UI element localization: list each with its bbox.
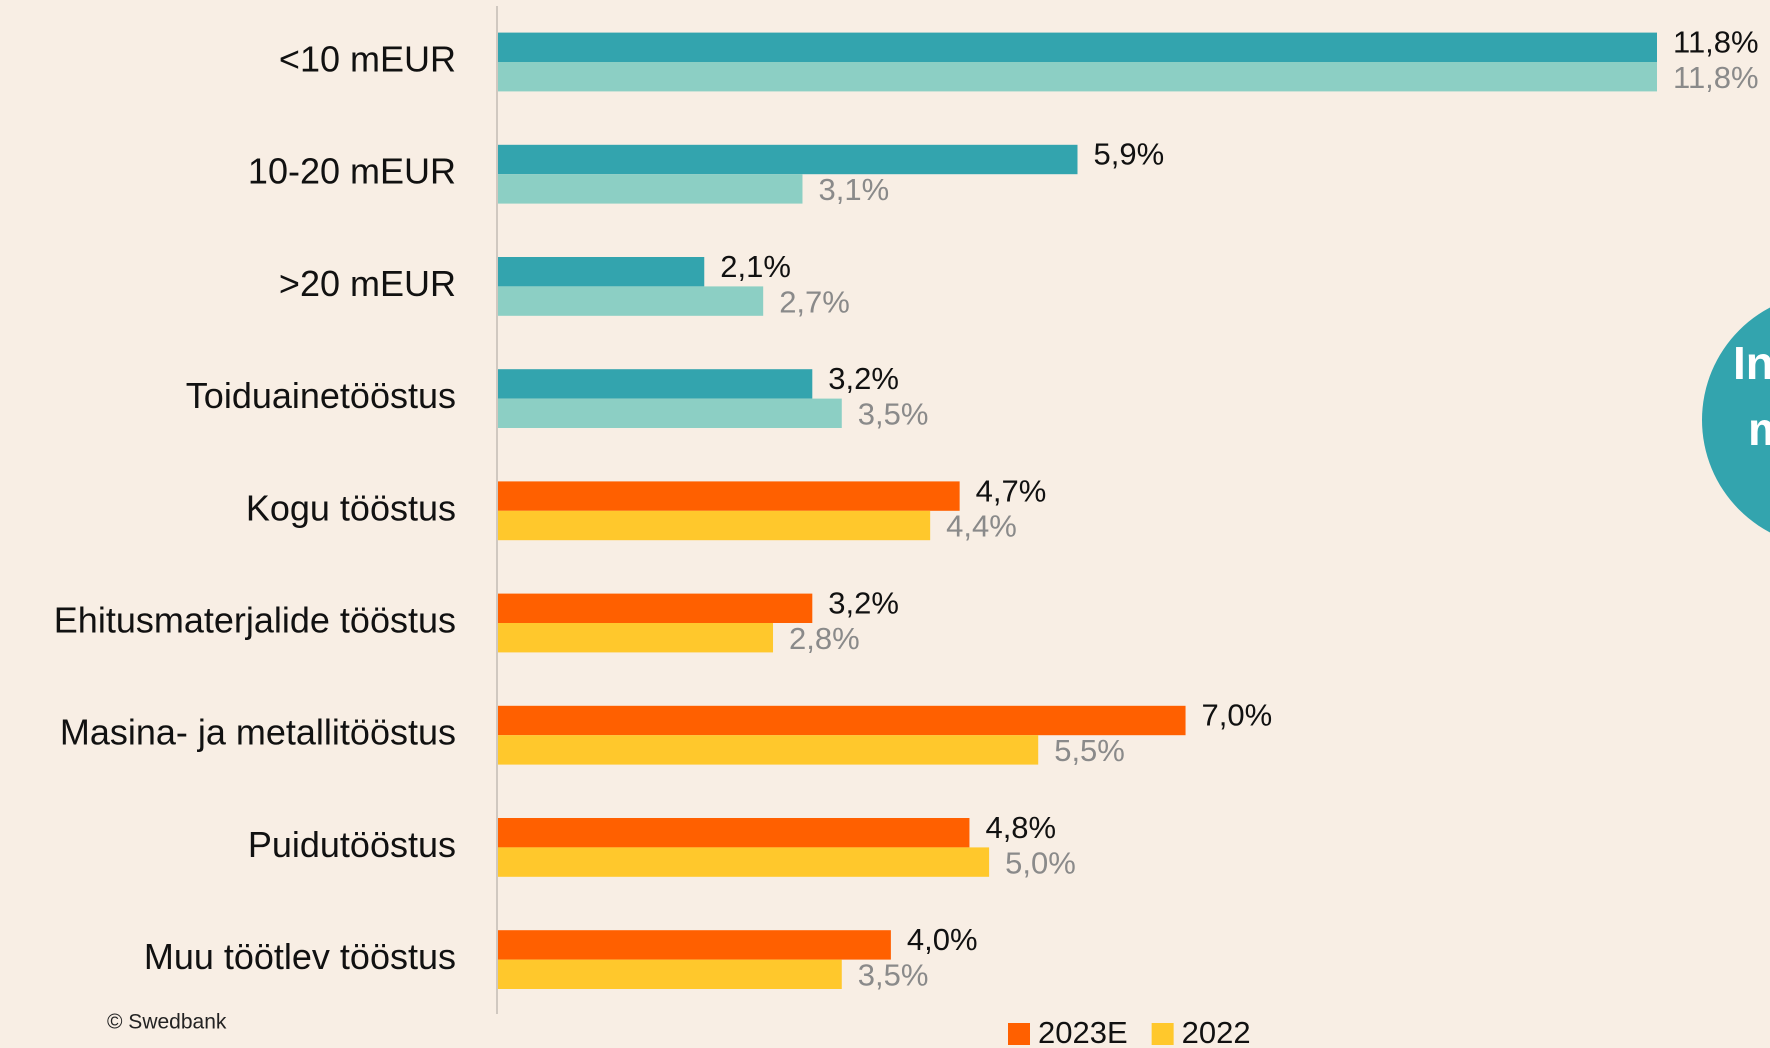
category-label: Puidutööstus — [248, 824, 456, 865]
bar — [498, 286, 764, 316]
bar — [498, 369, 813, 399]
bar — [498, 481, 960, 511]
value-label: 3,1% — [818, 172, 889, 207]
legend-swatch — [1008, 1023, 1030, 1045]
bar — [498, 62, 1657, 92]
category-label: >20 mEUR — [279, 263, 456, 304]
annotation: m — [1748, 403, 1770, 455]
bar — [498, 510, 931, 541]
value-label: 2,7% — [779, 284, 850, 319]
annotation: In — [1733, 337, 1770, 389]
value-label: 4,0% — [907, 922, 978, 957]
bar — [498, 847, 990, 877]
category-label: Muu töötlev tööstus — [144, 936, 456, 977]
bar — [498, 930, 891, 960]
bar — [498, 398, 842, 428]
legend-label: 2023E — [1038, 1015, 1128, 1048]
category-label: Ehitusmaterjalide tööstus — [54, 600, 456, 641]
category-label: <10 mEUR — [279, 39, 456, 80]
value-label: 2,8% — [789, 621, 860, 656]
callout-circle — [1702, 307, 1770, 533]
value-label: 3,5% — [858, 396, 929, 431]
bar — [498, 174, 803, 204]
value-label: 3,2% — [828, 361, 899, 396]
category-label: Kogu tööstus — [246, 487, 456, 528]
legend-swatch — [1151, 1023, 1174, 1045]
value-label: 5,5% — [1054, 733, 1125, 768]
category-label: Toiduainetööstus — [186, 375, 456, 416]
value-label: 4,7% — [976, 473, 1047, 508]
value-label: 3,2% — [828, 585, 899, 620]
bar — [498, 959, 842, 989]
source: © Swedbank — [107, 1011, 227, 1034]
value-label: 3,5% — [858, 957, 929, 992]
value-label: 4,8% — [985, 810, 1056, 845]
bar — [498, 593, 813, 623]
value-label: 2,1% — [720, 249, 791, 284]
bar — [498, 32, 1657, 62]
bar — [498, 705, 1186, 736]
value-label: 4,4% — [946, 509, 1017, 544]
value-label: 11,8% — [1673, 24, 1759, 59]
bar — [498, 735, 1039, 765]
legend-label: 2022 — [1182, 1015, 1251, 1048]
value-label: 7,0% — [1202, 698, 1273, 733]
value-label: 5,9% — [1094, 137, 1165, 172]
bar — [498, 144, 1078, 175]
bar — [498, 623, 774, 653]
bar — [498, 818, 970, 848]
category-label: 10-20 mEUR — [248, 151, 456, 192]
value-label: 5,0% — [1005, 845, 1076, 880]
category-label: Masina- ja metallitööstus — [60, 712, 456, 753]
value-label: 11,8% — [1673, 60, 1759, 95]
bar — [498, 257, 705, 287]
